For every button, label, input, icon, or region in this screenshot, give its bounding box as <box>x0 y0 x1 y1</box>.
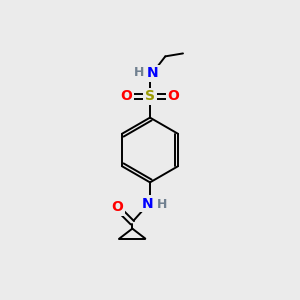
Text: O: O <box>112 200 124 214</box>
Text: N: N <box>146 66 158 80</box>
Text: S: S <box>145 89 155 103</box>
Text: O: O <box>168 89 179 103</box>
Text: H: H <box>134 66 144 80</box>
Text: O: O <box>121 89 132 103</box>
Text: H: H <box>157 198 168 211</box>
Text: N: N <box>142 196 154 211</box>
